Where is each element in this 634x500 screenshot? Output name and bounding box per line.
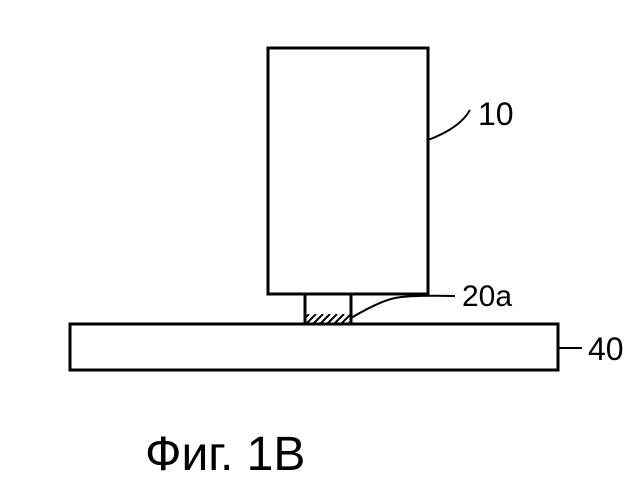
upper-block <box>268 48 428 294</box>
figure-1b: 40 20a 10 Фиг. 1В <box>0 0 634 500</box>
figure-caption: Фиг. 1В <box>145 428 305 481</box>
base-bar <box>70 324 558 370</box>
leader-20a <box>351 296 455 318</box>
label-10: 10 <box>478 96 514 132</box>
label-20a: 20a <box>462 280 512 313</box>
label-40: 40 <box>588 331 624 367</box>
leader-10 <box>428 110 470 140</box>
